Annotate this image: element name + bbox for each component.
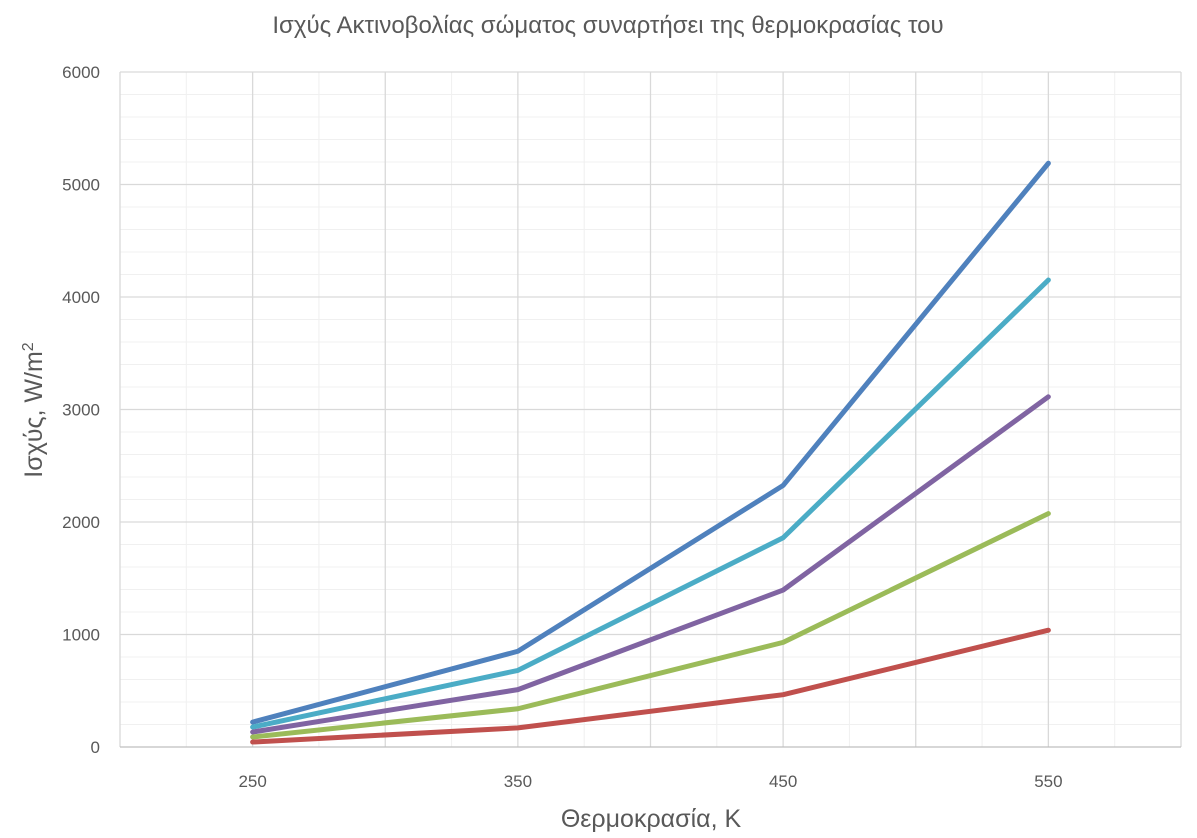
- y-tick-label: 5000: [62, 176, 100, 195]
- y-axis-title: Ισχύς, W/m2: [20, 342, 48, 477]
- gridlines: [119, 71, 1182, 748]
- y-tick-label: 6000: [62, 63, 100, 82]
- series-line-1: [250, 160, 1051, 725]
- series-line-5: [250, 627, 1051, 745]
- y-tick-label: 1000: [62, 626, 100, 645]
- y-tick-label: 2000: [62, 513, 100, 532]
- x-tick-label: 250: [238, 772, 266, 791]
- chart-title: Ισχύς Ακτινοβολίας σώματος συναρτήσει τη…: [272, 12, 943, 39]
- y-tick-label: 3000: [62, 401, 100, 420]
- x-axis-title: Θερμοκρασία, K: [561, 805, 742, 833]
- series-lines: [250, 160, 1051, 745]
- y-axis-ticks: 0 1000 2000 3000 4000 5000 6000: [62, 63, 100, 757]
- x-axis-ticks: 250 350 450 550: [238, 772, 1062, 791]
- y-axis-title-superscript: 2: [20, 342, 37, 351]
- y-axis-title-text: Ισχύς, W/m: [20, 351, 48, 477]
- series-line-3: [250, 394, 1051, 735]
- y-tick-label: 0: [91, 738, 100, 757]
- series-line-4: [250, 511, 1051, 740]
- y-tick-label: 4000: [62, 288, 100, 307]
- x-tick-label: 450: [769, 772, 797, 791]
- series-line-2: [250, 277, 1051, 730]
- x-tick-label: 550: [1034, 772, 1062, 791]
- x-tick-label: 350: [504, 772, 532, 791]
